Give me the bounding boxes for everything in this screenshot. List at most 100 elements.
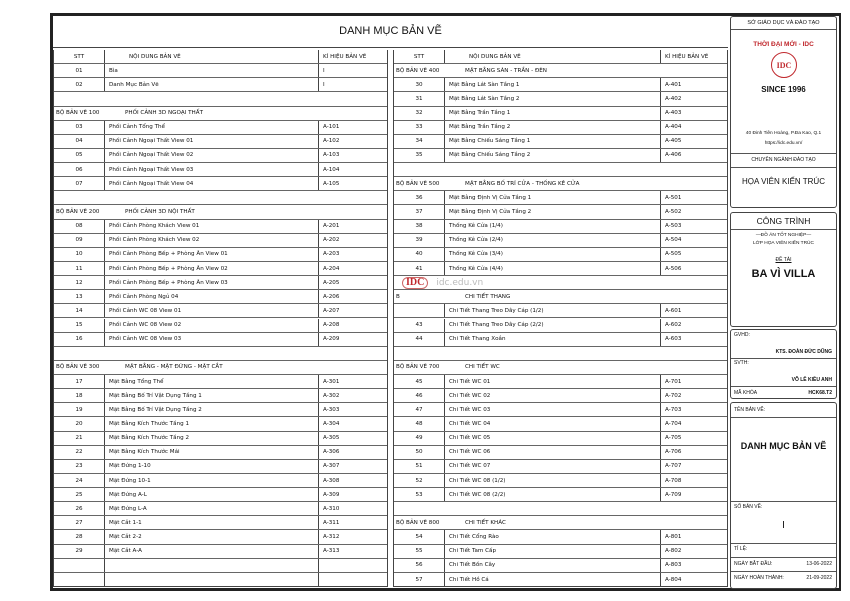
row-code: A-103 [323, 152, 340, 159]
row-content: Phối Cảnh Phòng Bếp + Phòng Ăn View 02 [105, 261, 319, 276]
blank-row [394, 347, 727, 361]
student-label: SVTH: [734, 360, 749, 366]
table-row: 24 Mặt Đứng 10-1 A-308 [54, 473, 387, 489]
row-code: A-308 [323, 477, 340, 484]
row-stt: 57 [394, 572, 445, 587]
table-row [54, 572, 387, 587]
blank-row [394, 163, 727, 178]
row-content: Mặt Bằng Kích Thước Tầng 1 [105, 417, 319, 431]
row-content: Chi Tiết WC 07 [445, 459, 661, 473]
divider [731, 29, 836, 30]
row-stt: 09 [54, 233, 105, 247]
watermark: IDC idc.edu.vn [402, 277, 483, 289]
people-box: GVHD: KTS. ĐOÀN ĐỨC DŨNG SVTH: VÕ LÊ KIỀ… [730, 329, 837, 399]
table-row: 56 Chi Tiết Bồn Cây A-803 [394, 558, 727, 573]
section-row: BỘ BẢN VẼ 500 MẶT BẰNG BỐ TRÍ CỬA - THỐNG… [394, 177, 727, 192]
row-content: Chi Tiết Thang Xoắn [445, 332, 661, 346]
table-row: 29 Mặt Cắt A-A A-313 [54, 544, 387, 559]
row-stt [394, 304, 445, 318]
row-stt: 52 [394, 473, 445, 488]
class-name: LỚP HỌA VIÊN KIẾN TRÚC [753, 241, 814, 246]
header-code: KÍ HIỆU BẢN VẼ [665, 53, 709, 60]
row-content: Phối Cảnh WC 08 View 02 [105, 318, 319, 332]
section-title: MẶT BẰNG BỐ TRÍ CỬA - THỐNG KÊ CỬA [465, 180, 580, 187]
row-code: A-209 [323, 336, 340, 343]
table-row: 16 Phối Cảnh WC 08 View 03 A-209 [54, 332, 387, 347]
table-row: 32 Mặt Bằng Trần Tầng 1 A-403 [394, 106, 727, 121]
table-row [54, 558, 387, 573]
section-title: CHI TIẾT KHÁC [465, 519, 506, 526]
row-stt: 12 [54, 276, 105, 290]
row-code: A-403 [665, 110, 682, 117]
row-stt: 43 [394, 318, 445, 332]
row-content: Mặt Bằng Lát Sàn Tầng 1 [445, 78, 661, 92]
start-label: NGÀY BẮT ĐẦU: [734, 561, 773, 567]
row-content: Chi Tiết Hồ Cá [445, 572, 661, 587]
row-stt: 22 [54, 445, 105, 459]
row-content: Mặt Bằng Tổng Thể [105, 375, 319, 389]
row-content: Chi Tiết Cổng Rào [445, 530, 661, 544]
row-content: Chi Tiết Bồn Cây [445, 558, 661, 572]
row-stt: 36 [394, 191, 445, 205]
row-content: Chi Tiết WC 01 [445, 375, 661, 389]
section-title: MẶT BẰNG - MẶT ĐỨNG - MẶT CẮT [125, 364, 223, 371]
row-stt: 47 [394, 403, 445, 417]
row-stt: 35 [394, 148, 445, 163]
table-row: 25 Mặt Đứng A-L A-309 [54, 488, 387, 503]
row-stt: 45 [394, 375, 445, 389]
section-set: BỘ BẢN VẼ 700 [396, 364, 440, 371]
since-year: SINCE 1996 [761, 85, 806, 94]
row-content: Phối Cảnh Phòng Khách View 02 [105, 233, 319, 247]
row-code: A-312 [323, 534, 340, 541]
row-stt: 40 [394, 247, 445, 261]
row-stt [54, 558, 105, 572]
row-code: A-206 [323, 293, 340, 300]
row-content: Chi Tiết WC 08 (2/2) [445, 488, 661, 502]
row-stt: 10 [54, 247, 105, 261]
row-stt: 25 [54, 488, 105, 502]
project-label: CÔNG TRÌNH [756, 216, 811, 226]
drawing-no-label: SỐ BẢN VẼ: [734, 504, 763, 510]
header-content: NỘI DUNG BẢN VẼ [445, 50, 661, 64]
row-code: I [323, 81, 325, 88]
drawing-frame [50, 13, 841, 591]
row-code: A-201 [323, 223, 340, 230]
row-stt: 11 [54, 261, 105, 276]
row-content: Chi Tiết Thang Treo Dây Cáp (2/2) [445, 318, 661, 332]
row-content: Phối Cảnh WC 08 View 03 [105, 332, 319, 346]
table-row: 26 Mặt Đứng L-A A-310 [54, 502, 387, 517]
row-code: A-801 [665, 534, 682, 541]
major: HỌA VIÊN KIẾN TRÚC [742, 177, 825, 186]
row-content: Phối Cảnh Phòng Khách View 01 [105, 219, 319, 233]
thesis: —ĐỒ ÁN TỐT NGHIỆP— [755, 233, 812, 238]
row-stt: 06 [54, 163, 105, 177]
table-row: 39 Thống Kê Cửa (2/4) A-504 [394, 233, 727, 248]
row-content: Mặt Bằng Lát Sàn Tầng 2 [445, 92, 661, 106]
row-code: A-306 [323, 449, 340, 456]
blank-row [54, 347, 387, 361]
blank-row [394, 502, 727, 517]
section-set: BỘ BẢN VẼ 200 [56, 209, 100, 215]
section-title: PHỐI CẢNH 3D NGOẠI THẤT [125, 110, 203, 117]
row-stt: 56 [394, 558, 445, 572]
table-row: 30 Mặt Bằng Lát Sàn Tầng 1 A-401 [394, 78, 727, 93]
table-row: 11 Phối Cảnh Phòng Bếp + Phòng Ăn View 02… [54, 261, 387, 277]
row-content: Thống Kê Cửa (1/4) [445, 219, 661, 233]
logo-text: IDC [776, 60, 792, 70]
row-content: Chi Tiết WC 08 (1/2) [445, 473, 661, 488]
divider [731, 386, 836, 387]
row-content: Mặt Bằng Trần Tầng 2 [445, 120, 661, 134]
row-stt: 08 [54, 219, 105, 233]
row-content: Mặt Bằng Bố Trí Vật Dụng Tầng 1 [105, 389, 319, 403]
row-stt: 18 [54, 389, 105, 403]
divider [731, 417, 836, 418]
table-row: 52 Chi Tiết WC 08 (1/2) A-708 [394, 473, 727, 489]
row-content: Phối Cảnh Phòng Ngủ 04 [105, 290, 319, 304]
school-name: THỜI ĐẠI MỚI - IDC [753, 41, 814, 48]
row-code: A-709 [665, 491, 682, 498]
row-code: A-802 [665, 548, 682, 555]
table-row: 07 Phối Cảnh Ngoại Thất View 04 A-105 [54, 177, 387, 192]
website-link[interactable]: https://idc.edu.vn/ [764, 141, 803, 146]
row-code: A-305 [323, 435, 340, 442]
table-row: 23 Mặt Đứng 1-10 A-307 [54, 459, 387, 474]
